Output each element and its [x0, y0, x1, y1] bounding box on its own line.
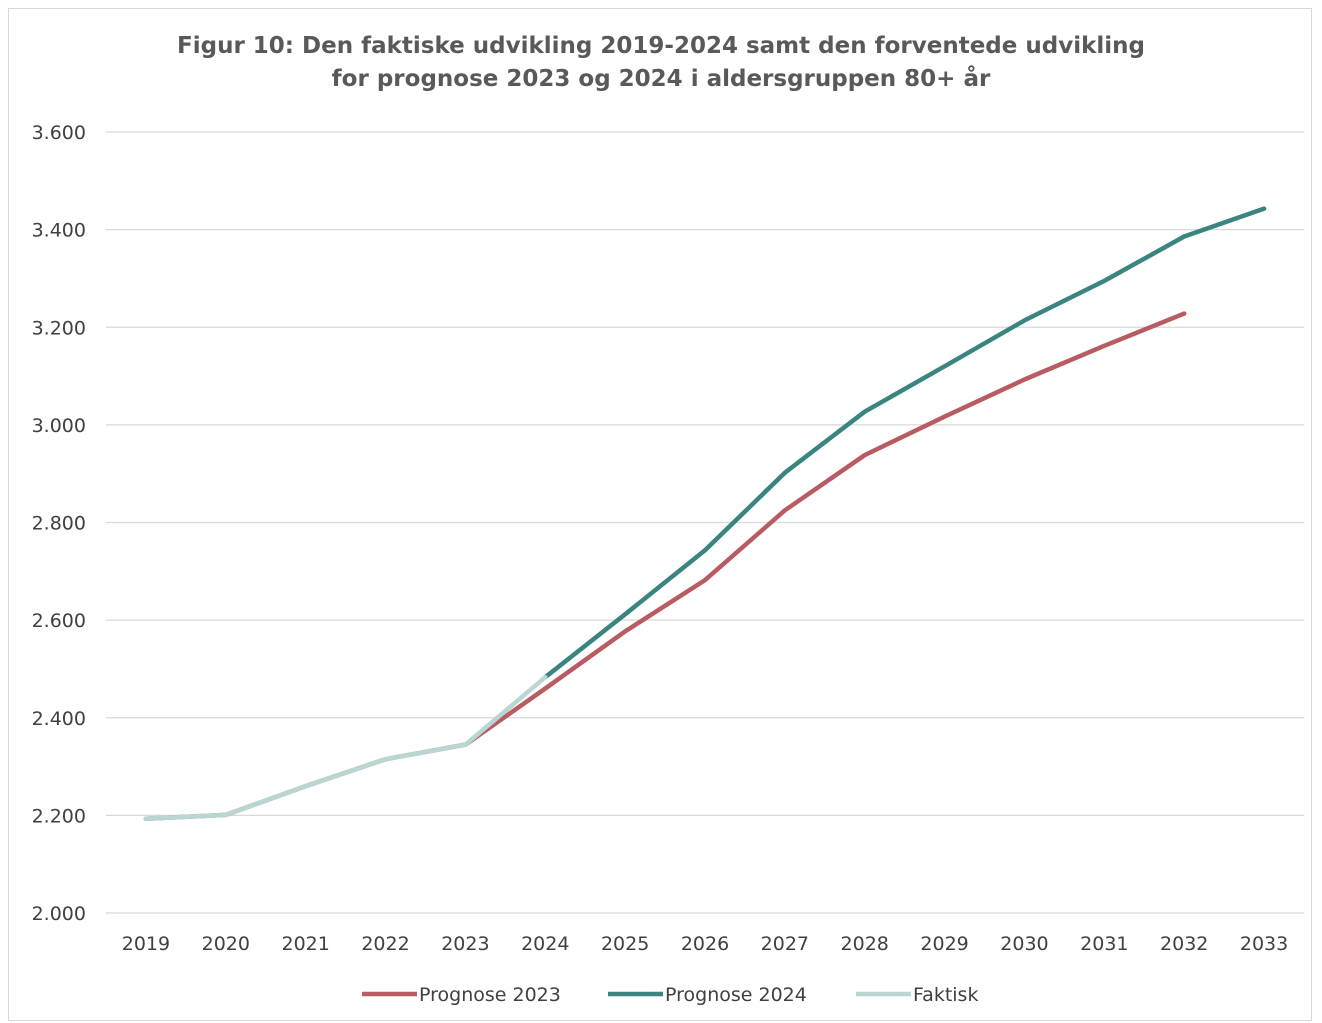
x-tick-label: 2023 [441, 933, 489, 955]
x-tick-label: 2021 [281, 933, 329, 955]
series-line-0 [143, 311, 1187, 822]
series-line-2 [143, 674, 548, 822]
chart-title: Figur 10: Den faktiske udvikling 2019-20… [0, 30, 1322, 96]
series-line-1 [543, 206, 1267, 680]
x-tick-label: 2024 [521, 933, 569, 955]
x-tick-label: 2025 [601, 933, 649, 955]
y-tick-label: 3.000 [32, 415, 86, 437]
x-tick-label: 2033 [1240, 933, 1288, 955]
series-lines [143, 206, 1267, 822]
gridlines [106, 131, 1304, 914]
chart-title-line-1: Figur 10: Den faktiske udvikling 2019-20… [177, 33, 1145, 59]
legend-label-2: Faktisk [913, 984, 978, 1006]
y-tick-label: 2.200 [32, 805, 86, 827]
x-tick-label: 2031 [1080, 933, 1128, 955]
x-axis-tick-labels: 2019 2020 2021 2022 2023 2024 2025 2026 2027 2028… [122, 933, 1288, 955]
x-tick-label: 2027 [761, 933, 809, 955]
x-tick-label: 2026 [681, 933, 729, 955]
legend-label-0: Prognose 2023 [419, 984, 561, 1006]
y-tick-label: 3.600 [32, 122, 86, 144]
y-tick-label: 2.400 [32, 708, 86, 730]
x-tick-label: 2020 [202, 933, 250, 955]
y-tick-label: 2.000 [32, 903, 86, 925]
y-tick-label: 2.600 [32, 610, 86, 632]
x-tick-label: 2030 [1000, 933, 1048, 955]
x-tick-label: 2019 [122, 933, 170, 955]
x-tick-label: 2022 [361, 933, 409, 955]
legend: Prognose 2023 Prognose 2024 Faktisk [362, 984, 978, 1006]
y-tick-label: 3.400 [32, 220, 86, 242]
y-tick-label: 3.200 [32, 317, 86, 339]
chart-title-line-2: for prognose 2023 og 2024 i aldersgruppe… [331, 66, 991, 92]
y-axis-tick-labels: 2.000 2.200 2.400 2.600 2.800 3.000 3.200 3.400… [32, 122, 86, 925]
legend-label-1: Prognose 2024 [665, 984, 807, 1006]
x-tick-label: 2028 [841, 933, 889, 955]
x-tick-label: 2032 [1160, 933, 1208, 955]
y-tick-label: 2.800 [32, 513, 86, 535]
chart-frame [8, 8, 1312, 1021]
x-tick-label: 2029 [920, 933, 968, 955]
